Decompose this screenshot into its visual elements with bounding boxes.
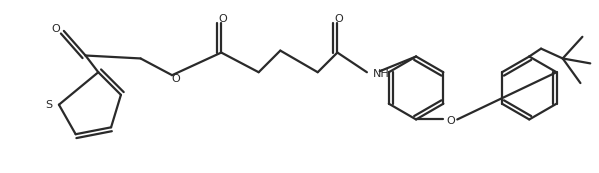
Text: S: S xyxy=(46,100,53,110)
Text: O: O xyxy=(446,116,455,126)
Text: O: O xyxy=(334,14,343,24)
Text: O: O xyxy=(52,24,60,34)
Text: O: O xyxy=(172,74,180,84)
Text: O: O xyxy=(218,14,226,24)
Text: NH: NH xyxy=(373,69,389,79)
